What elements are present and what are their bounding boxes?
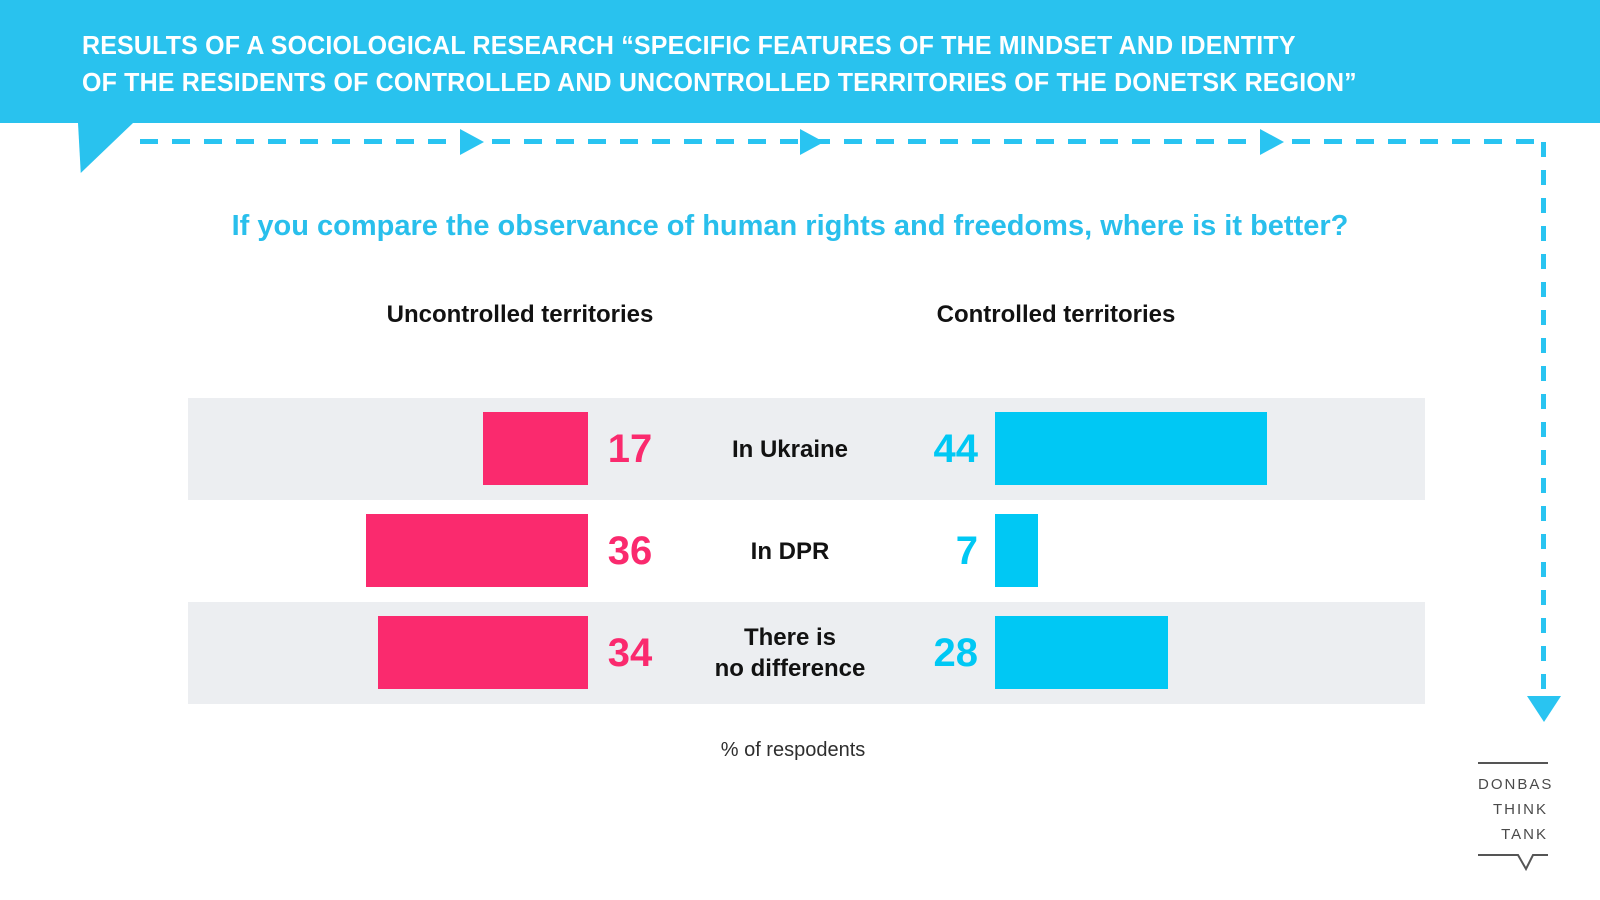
report-title: RESULTS OF A SOCIOLOGICAL RESEARCH “SPEC… (82, 27, 1410, 101)
chart-rows: 17 In Ukraine 44 36 In DPR 7 34 There is… (188, 398, 1425, 704)
value-controlled-in-dpr: 7 (955, 528, 978, 573)
dashed-timeline (140, 139, 1546, 144)
chart-question: If you compare the observance of human r… (231, 210, 1349, 242)
logo-wordmark: DONBAS THINK TANK (1478, 776, 1554, 843)
report-title-line2: OF THE RESIDENTS OF CONTROLLED AND UNCON… (82, 67, 1357, 97)
header-banner: RESULTS OF A SOCIOLOGICAL RESEARCH “SPEC… (0, 0, 1600, 123)
arrow-right-icon (800, 129, 824, 155)
arrow-right-icon (1260, 129, 1284, 155)
donbas-think-tank-logo: DONBAS THINK TANK (1478, 762, 1554, 871)
value-uncontrolled-in-ukraine: 17 (607, 426, 653, 471)
bar-controlled-in-ukraine (995, 412, 1267, 485)
chart-row-no-difference: 34 There is no difference 28 (188, 602, 1425, 704)
bar-uncontrolled-in-ukraine (483, 412, 588, 485)
category-label-no-difference: There is no difference (714, 624, 866, 682)
bar-controlled-in-dpr (995, 514, 1038, 587)
column-header-uncontrolled: Uncontrolled territories (386, 301, 654, 328)
arrow-down-icon (1527, 696, 1561, 722)
bar-controlled-no-difference (995, 616, 1168, 689)
category-label-in-dpr: In DPR (750, 537, 830, 565)
speech-bubble-tail (78, 123, 133, 173)
value-uncontrolled-no-difference: 34 (607, 630, 653, 675)
bar-uncontrolled-no-difference (378, 616, 588, 689)
logo-top-rule (1478, 762, 1548, 764)
value-uncontrolled-in-dpr: 36 (607, 528, 653, 573)
value-controlled-no-difference: 28 (933, 630, 979, 675)
column-header-controlled: Controlled territories (936, 301, 1176, 328)
axis-unit-caption: % of respodents (720, 739, 866, 761)
value-controlled-in-ukraine: 44 (933, 426, 979, 471)
category-label-in-ukraine: In Ukraine (731, 435, 849, 463)
logo-speech-bubble-rule (1478, 854, 1548, 871)
arrow-right-icon (460, 129, 484, 155)
report-title-line1: RESULTS OF A SOCIOLOGICAL RESEARCH “SPEC… (82, 30, 1296, 60)
chart-row-in-ukraine: 17 In Ukraine 44 (188, 398, 1425, 500)
dashed-timeline-vertical (1541, 142, 1546, 694)
chart-row-in-dpr: 36 In DPR 7 (188, 500, 1425, 602)
bar-uncontrolled-in-dpr (366, 514, 588, 587)
